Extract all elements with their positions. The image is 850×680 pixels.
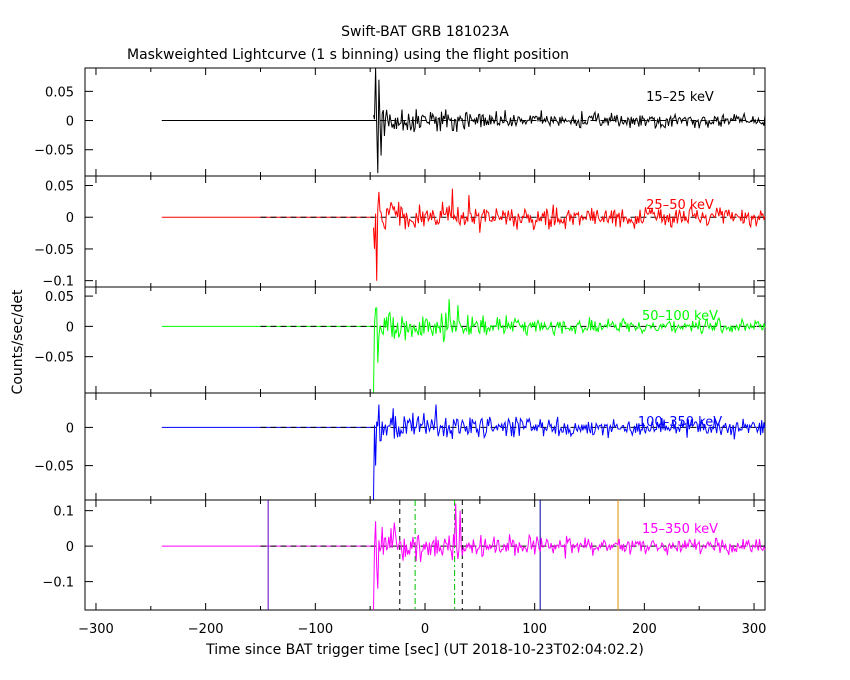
panel-4: 0.1 0 −0.1 15–350 keV	[42, 499, 766, 611]
chart-title: Swift-BAT GRB 181023A	[341, 24, 509, 40]
x-tick-label: −200	[188, 622, 224, 637]
y-tick-label: −0.05	[34, 144, 74, 159]
panel-frame	[84, 499, 766, 611]
panel-frame	[84, 286, 766, 394]
energy-band-label: 50–100 keV	[642, 309, 718, 324]
energy-band-label: 25–50 keV	[646, 198, 714, 213]
lightcurve-series	[373, 299, 766, 394]
y-tick-label: 0.1	[53, 505, 74, 520]
chart-subtitle: Maskweighted Lightcurve (1 s binning) us…	[127, 47, 569, 63]
x-tick-label: 300	[742, 622, 767, 637]
lightcurve-series	[373, 404, 766, 501]
panel-2: 0.05 0 −0.05 50–100 keV	[34, 286, 766, 394]
panels-group: 0.05 0 −0.05 15–25 keV 0.05 0 −0.05 −0.1 25–50 k…	[34, 67, 767, 637]
energy-band-label: 15–25 keV	[646, 90, 714, 105]
y-tick-label: 0	[66, 211, 74, 226]
y-tick-label: 0.05	[45, 85, 74, 100]
lightcurve-series	[373, 67, 766, 174]
y-tick-label: 0	[66, 540, 74, 555]
x-tick-label: 0	[421, 622, 429, 637]
y-tick-label: 0.05	[45, 180, 74, 195]
panel-0: 0.05 0 −0.05 15–25 keV	[34, 67, 766, 177]
energy-band-label: 15–350 keV	[642, 522, 718, 537]
y-tick-label: 0.05	[45, 290, 74, 305]
x-tick-label: −100	[297, 622, 333, 637]
y-axis-label: Counts/sec/det	[10, 289, 26, 394]
lightcurve-series	[373, 188, 766, 281]
energy-band-label: 100–350 keV	[638, 415, 722, 430]
y-tick-label: 0	[66, 320, 74, 335]
panel-frame	[84, 392, 766, 501]
panel-frame	[84, 175, 766, 288]
x-tick-label: 200	[632, 622, 657, 637]
y-tick-label: −0.1	[42, 275, 74, 290]
x-tick-label: 100	[522, 622, 547, 637]
y-tick-label: −0.05	[34, 243, 74, 258]
panel-frame	[84, 67, 766, 177]
y-tick-label: 0	[66, 421, 74, 436]
x-tick-label: −300	[78, 622, 114, 637]
lightcurve-series	[373, 503, 766, 611]
panel-1: 0.05 0 −0.05 −0.1 25–50 keV	[34, 175, 766, 290]
panel-3: 0 −0.05 100–350 keV	[34, 392, 766, 501]
y-tick-label: −0.05	[34, 351, 74, 366]
y-tick-label: −0.1	[42, 576, 74, 591]
y-tick-label: 0	[66, 115, 74, 130]
x-axis-label: Time since BAT trigger time [sec] (UT 20…	[205, 642, 644, 658]
y-tick-label: −0.05	[34, 460, 74, 475]
